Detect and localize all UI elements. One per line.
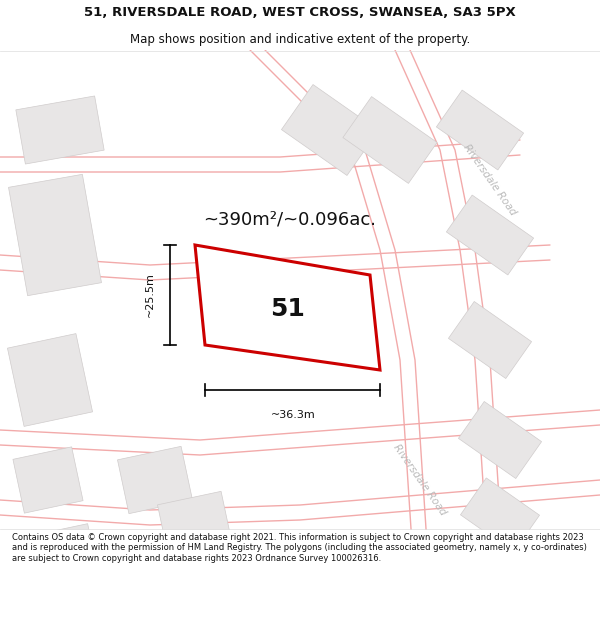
Polygon shape <box>157 491 233 559</box>
Polygon shape <box>448 301 532 379</box>
Polygon shape <box>16 96 104 164</box>
Polygon shape <box>118 446 193 514</box>
Polygon shape <box>281 84 379 176</box>
Polygon shape <box>343 97 437 183</box>
Text: Riversdale Road: Riversdale Road <box>462 142 518 218</box>
Polygon shape <box>13 447 83 513</box>
Text: 51, RIVERSDALE ROAD, WEST CROSS, SWANSEA, SA3 5PX: 51, RIVERSDALE ROAD, WEST CROSS, SWANSEA… <box>84 6 516 19</box>
Polygon shape <box>436 90 524 170</box>
Text: 51: 51 <box>270 297 305 321</box>
Text: ~25.5m: ~25.5m <box>145 272 155 318</box>
Text: ~36.3m: ~36.3m <box>271 410 316 420</box>
Polygon shape <box>7 334 92 426</box>
Polygon shape <box>24 524 96 576</box>
Text: Map shows position and indicative extent of the property.: Map shows position and indicative extent… <box>130 34 470 46</box>
Polygon shape <box>8 174 101 296</box>
Polygon shape <box>458 401 542 479</box>
Text: Contains OS data © Crown copyright and database right 2021. This information is : Contains OS data © Crown copyright and d… <box>12 533 587 562</box>
Polygon shape <box>195 245 380 370</box>
Text: Riversdale Road: Riversdale Road <box>392 442 448 518</box>
Polygon shape <box>446 195 533 275</box>
Text: ~390m²/~0.096ac.: ~390m²/~0.096ac. <box>203 211 377 229</box>
Polygon shape <box>460 478 539 552</box>
